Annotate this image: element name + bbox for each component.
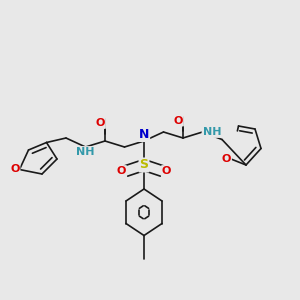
Text: NH: NH	[202, 127, 221, 137]
Text: O: O	[96, 118, 105, 128]
Text: O: O	[162, 166, 171, 176]
Text: NH: NH	[76, 147, 95, 157]
Text: N: N	[139, 128, 149, 141]
Text: S: S	[140, 158, 148, 172]
Text: O: O	[174, 116, 183, 126]
Text: O: O	[222, 154, 231, 164]
Text: O: O	[117, 166, 126, 176]
Text: O: O	[10, 164, 20, 175]
